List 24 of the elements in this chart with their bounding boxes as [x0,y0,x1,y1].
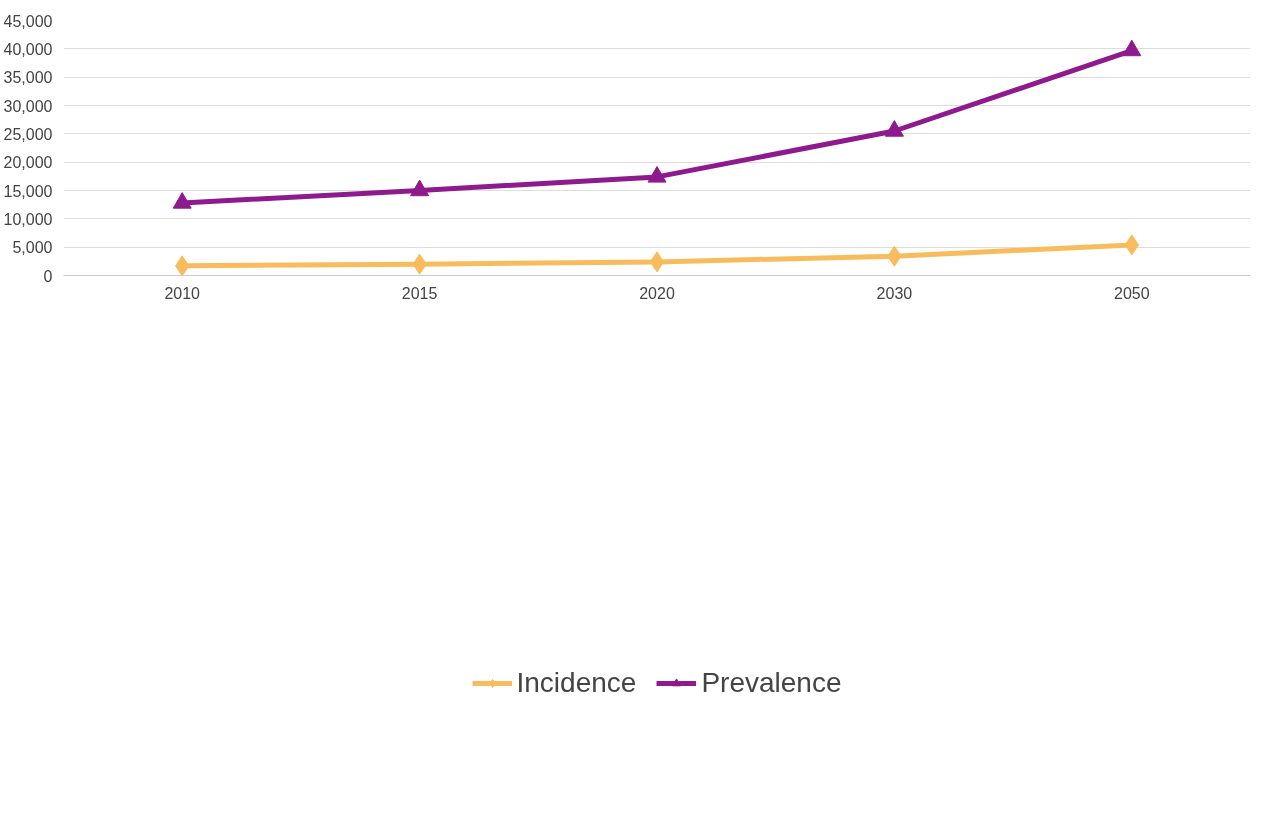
point [647,166,667,183]
y-tick-label: 25,000 [3,125,53,143]
legend-label: Incidence [516,667,637,699]
point [884,120,904,137]
y-tick-label: 30,000 [3,97,53,115]
y-tick-label: 40,000 [3,40,53,58]
point [649,251,665,273]
point [410,179,430,197]
x-tick-label: 2015 [401,284,438,302]
x-tick-label: 2020 [639,284,675,302]
x-tick-label: 2010 [164,284,201,302]
y-tick-label: 10,000 [3,210,53,228]
y-tick-label: 35,000 [3,69,53,87]
y-tick-label: 0 [43,267,53,285]
x-tick-label: 2030 [876,284,913,302]
y-tick-label: 20,000 [3,154,53,172]
point [172,192,192,209]
y-tick-label: 5,000 [12,239,53,257]
x-tick-label: 2050 [1114,284,1150,302]
point [1122,39,1142,57]
y-tick-label: 45,000 [3,12,53,30]
y-tick-label: 15,000 [3,182,53,200]
legend-label: Prevalence [701,667,842,699]
point [175,255,190,276]
